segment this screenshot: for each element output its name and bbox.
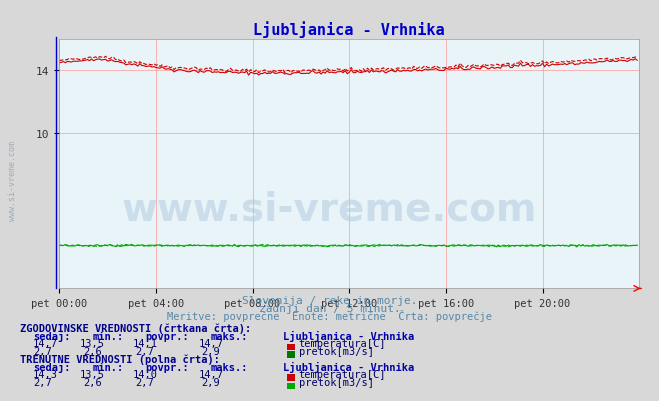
Text: 14,7: 14,7 <box>198 369 223 379</box>
Text: 2,6: 2,6 <box>83 377 101 387</box>
Text: 14,7: 14,7 <box>198 338 223 348</box>
Text: Ljubljanica - Vrhnika: Ljubljanica - Vrhnika <box>283 330 415 341</box>
Text: 2,9: 2,9 <box>202 346 220 356</box>
Text: 2,7: 2,7 <box>136 346 154 356</box>
Text: 2,7: 2,7 <box>136 377 154 387</box>
Text: Slovenija / reke in morje.: Slovenija / reke in morje. <box>242 295 417 305</box>
Text: 13,5: 13,5 <box>80 338 105 348</box>
Text: 2,7: 2,7 <box>33 346 51 356</box>
Text: www.si-vreme.com: www.si-vreme.com <box>8 140 17 221</box>
Text: 2,9: 2,9 <box>202 377 220 387</box>
Text: min.:: min.: <box>92 362 123 372</box>
Title: Ljubljanica - Vrhnika: Ljubljanica - Vrhnika <box>254 21 445 38</box>
Text: 14,7: 14,7 <box>33 338 58 348</box>
Text: sedaj:: sedaj: <box>33 361 71 372</box>
Text: www.si-vreme.com: www.si-vreme.com <box>122 190 537 227</box>
Text: 14,3: 14,3 <box>33 369 58 379</box>
Text: Meritve: povprečne  Enote: metrične  Črta: povprečje: Meritve: povprečne Enote: metrične Črta:… <box>167 309 492 321</box>
Text: sedaj:: sedaj: <box>33 330 71 341</box>
Text: 2,6: 2,6 <box>83 346 101 356</box>
Text: min.:: min.: <box>92 331 123 341</box>
Text: 14,1: 14,1 <box>132 338 158 348</box>
Text: ZGODOVINSKE VREDNOSTI (črtkana črta):: ZGODOVINSKE VREDNOSTI (črtkana črta): <box>20 322 251 333</box>
Text: temperatura[C]: temperatura[C] <box>299 338 386 348</box>
Text: 2,7: 2,7 <box>33 377 51 387</box>
Text: zadnji dan / 5 minut.: zadnji dan / 5 minut. <box>258 303 401 313</box>
Text: povpr.:: povpr.: <box>145 331 188 341</box>
Text: 14,0: 14,0 <box>132 369 158 379</box>
Text: 13,5: 13,5 <box>80 369 105 379</box>
Text: maks.:: maks.: <box>211 331 248 341</box>
Text: povpr.:: povpr.: <box>145 362 188 372</box>
Text: pretok[m3/s]: pretok[m3/s] <box>299 377 374 387</box>
Text: temperatura[C]: temperatura[C] <box>299 369 386 379</box>
Text: pretok[m3/s]: pretok[m3/s] <box>299 346 374 356</box>
Text: maks.:: maks.: <box>211 362 248 372</box>
Text: Ljubljanica - Vrhnika: Ljubljanica - Vrhnika <box>283 361 415 372</box>
Text: TRENUTNE VREDNOSTI (polna črta):: TRENUTNE VREDNOSTI (polna črta): <box>20 353 219 364</box>
